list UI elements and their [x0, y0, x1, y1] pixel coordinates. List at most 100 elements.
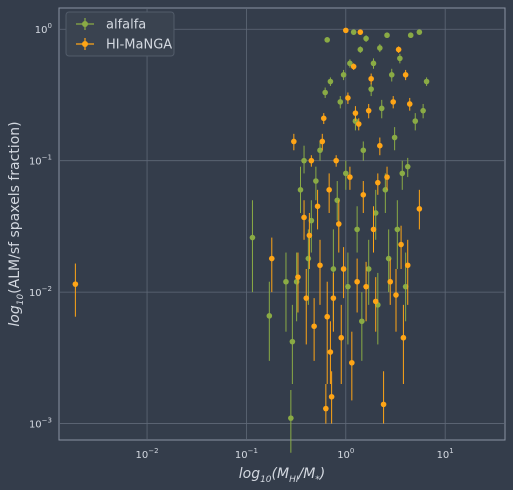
data-point	[363, 35, 369, 42]
data-point	[363, 283, 369, 290]
data-point	[360, 147, 367, 154]
data-point	[323, 405, 329, 412]
data-point	[349, 359, 355, 366]
data-point	[311, 323, 317, 330]
data-point	[370, 60, 377, 67]
legend-label: alfalfa	[106, 18, 146, 33]
y-tick-label-0: 10−3	[29, 417, 52, 431]
y-axis-ticks: 10−3 10−2 10−1 100	[29, 22, 52, 430]
y-axis-label: log10(ALM/sf spaxels fraction)	[7, 121, 26, 326]
data-point	[333, 157, 339, 164]
data-point	[377, 45, 383, 51]
data-point	[268, 255, 275, 262]
data-point	[365, 266, 372, 272]
data-point	[416, 29, 423, 35]
data-point	[375, 179, 381, 186]
data-point	[360, 191, 367, 198]
x-tick-label-3: 101	[437, 447, 454, 461]
data-point	[319, 138, 326, 145]
data-point	[365, 107, 372, 114]
data-point	[335, 221, 342, 227]
data-point	[266, 313, 273, 319]
x-tick-label-0: 10−2	[136, 447, 159, 461]
data-point	[288, 415, 294, 421]
data-point	[391, 134, 398, 141]
data-point	[357, 46, 364, 53]
data-point	[404, 262, 411, 269]
data-point	[320, 115, 327, 122]
data-point	[420, 107, 426, 114]
data-point	[400, 334, 407, 341]
data-point	[324, 37, 331, 43]
data-point	[416, 206, 423, 212]
data-point	[350, 29, 357, 35]
series-alfalfa	[249, 29, 430, 453]
data-point	[387, 278, 394, 285]
legend-marker	[82, 21, 88, 27]
data-point	[357, 29, 364, 35]
data-point	[72, 281, 79, 287]
data-point	[354, 278, 360, 285]
data-point	[398, 241, 404, 248]
data-point	[372, 210, 379, 216]
data-point	[352, 110, 359, 116]
y-tick-label-2: 10−1	[29, 154, 52, 168]
data-point	[412, 118, 419, 124]
data-point	[313, 178, 319, 184]
data-point	[393, 292, 399, 298]
data-point	[306, 232, 313, 239]
data-point	[404, 163, 411, 170]
data-point	[317, 262, 323, 269]
data-point	[328, 393, 335, 400]
x-axis-label: log10(MHI/M*)	[239, 466, 326, 485]
data-point	[337, 99, 344, 105]
plot-area	[58, 7, 506, 441]
data-point	[308, 217, 315, 224]
data-point	[326, 187, 332, 193]
data-point	[399, 170, 406, 177]
data-point	[305, 255, 312, 262]
legend-box	[65, 11, 175, 57]
data-point	[345, 95, 351, 101]
data-point	[384, 32, 390, 39]
data-point	[368, 75, 374, 82]
data-point	[249, 234, 256, 241]
y-tick-label-1: 10−2	[29, 285, 52, 299]
data-point	[370, 226, 377, 233]
data-point	[340, 71, 347, 78]
data-point	[322, 89, 328, 96]
data-point	[338, 334, 345, 341]
legend: alfalfa HI-MaNGA	[65, 11, 175, 57]
data-point	[406, 101, 413, 107]
data-point	[301, 214, 307, 221]
data-point	[345, 283, 351, 290]
data-point	[308, 157, 315, 164]
data-point	[342, 170, 349, 177]
data-point	[354, 226, 360, 233]
data-point	[397, 55, 403, 62]
data-point	[317, 147, 323, 154]
data-point	[340, 266, 347, 272]
data-point	[347, 60, 353, 67]
data-point	[291, 138, 297, 145]
data-point	[350, 63, 357, 70]
data-point	[355, 121, 362, 127]
data-point	[314, 203, 321, 210]
data-point	[394, 226, 401, 233]
data-point	[395, 46, 402, 53]
data-point	[330, 295, 337, 301]
data-point	[342, 27, 349, 34]
data-point	[378, 105, 385, 112]
data-point	[289, 338, 296, 345]
y-tick-label-3: 100	[35, 22, 52, 36]
data-point	[372, 298, 379, 305]
data-point	[390, 99, 397, 105]
data-point	[347, 174, 353, 180]
legend-marker	[82, 41, 88, 47]
data-point	[297, 187, 304, 193]
x-axis-ticks: 10−2 10−1 100 101	[136, 447, 454, 461]
data-point	[283, 278, 289, 285]
data-point	[327, 78, 334, 85]
